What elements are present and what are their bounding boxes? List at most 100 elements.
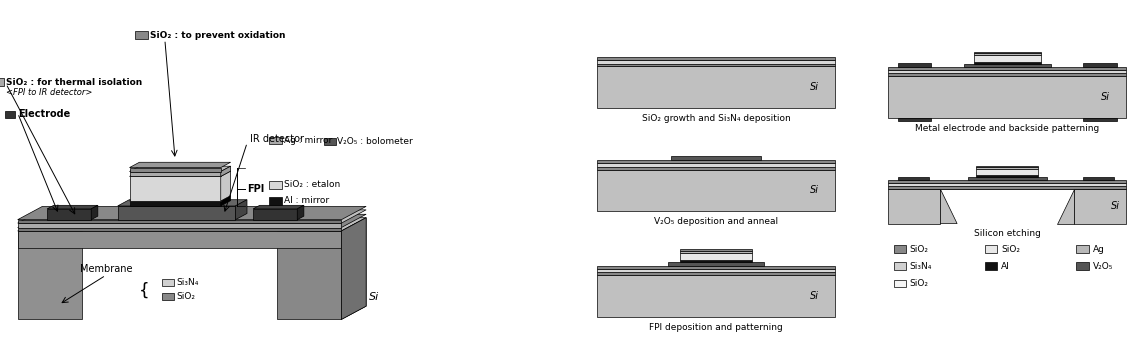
- Polygon shape: [888, 67, 1126, 70]
- Polygon shape: [253, 205, 304, 209]
- Polygon shape: [129, 162, 231, 168]
- Polygon shape: [342, 218, 366, 320]
- Text: Metal electrode and backside patterning: Metal electrode and backside patterning: [916, 124, 1100, 133]
- Polygon shape: [680, 253, 752, 260]
- Polygon shape: [671, 156, 761, 160]
- Polygon shape: [888, 183, 1126, 186]
- Text: SiO₂ : etalon: SiO₂ : etalon: [283, 180, 339, 189]
- Polygon shape: [129, 168, 221, 172]
- Polygon shape: [680, 249, 752, 251]
- Bar: [985, 262, 997, 270]
- Polygon shape: [964, 64, 1050, 67]
- Polygon shape: [888, 70, 1126, 74]
- Polygon shape: [17, 231, 82, 320]
- Polygon shape: [941, 189, 957, 224]
- Polygon shape: [342, 218, 366, 320]
- Polygon shape: [47, 205, 98, 209]
- Polygon shape: [17, 220, 342, 223]
- Bar: [323, 138, 336, 145]
- Text: FPI: FPI: [247, 184, 264, 194]
- Polygon shape: [597, 272, 836, 275]
- Text: SiO₂: SiO₂: [910, 245, 928, 254]
- Polygon shape: [897, 63, 930, 67]
- Bar: [269, 137, 282, 144]
- Polygon shape: [974, 55, 1040, 62]
- Polygon shape: [668, 262, 765, 266]
- Polygon shape: [91, 205, 98, 220]
- Text: V₂O₅: V₂O₅: [1093, 262, 1113, 271]
- Text: Membrane: Membrane: [80, 264, 133, 274]
- Bar: [894, 262, 905, 270]
- Polygon shape: [888, 186, 1126, 189]
- Polygon shape: [129, 176, 221, 201]
- Polygon shape: [974, 62, 1040, 64]
- Text: Al : mirror: Al : mirror: [283, 196, 329, 205]
- Polygon shape: [17, 206, 366, 220]
- Bar: [162, 293, 174, 300]
- Polygon shape: [597, 170, 836, 211]
- Text: SiO₂ : for thermal isolation: SiO₂ : for thermal isolation: [6, 77, 142, 87]
- Bar: [0, 78, 5, 86]
- Polygon shape: [17, 210, 366, 223]
- Polygon shape: [221, 166, 231, 176]
- Polygon shape: [1057, 189, 1074, 224]
- Polygon shape: [17, 231, 342, 248]
- Text: Si: Si: [809, 291, 818, 301]
- Bar: [894, 280, 905, 288]
- Polygon shape: [118, 200, 247, 206]
- Text: Si: Si: [369, 292, 379, 302]
- Bar: [985, 245, 997, 253]
- Polygon shape: [221, 196, 231, 206]
- Polygon shape: [17, 218, 366, 231]
- Text: SiO₂: SiO₂: [176, 292, 195, 301]
- Polygon shape: [1084, 63, 1117, 67]
- Polygon shape: [129, 172, 221, 176]
- Polygon shape: [597, 57, 836, 60]
- Polygon shape: [680, 251, 752, 253]
- Polygon shape: [974, 53, 1040, 55]
- Text: SiO₂: SiO₂: [910, 279, 928, 288]
- Polygon shape: [597, 163, 836, 167]
- Text: Electrode: Electrode: [17, 109, 70, 119]
- Text: Si: Si: [1101, 92, 1110, 102]
- Polygon shape: [129, 166, 231, 172]
- Text: Silicon etching: Silicon etching: [974, 229, 1040, 238]
- Polygon shape: [597, 269, 836, 272]
- Polygon shape: [680, 260, 752, 262]
- Polygon shape: [17, 227, 342, 231]
- Polygon shape: [888, 189, 941, 224]
- Polygon shape: [297, 205, 304, 220]
- Bar: [1077, 245, 1088, 253]
- Polygon shape: [597, 266, 836, 269]
- Polygon shape: [597, 64, 836, 66]
- Text: FPI deposition and patterning: FPI deposition and patterning: [649, 323, 783, 332]
- Polygon shape: [277, 231, 342, 320]
- Polygon shape: [17, 214, 366, 227]
- Polygon shape: [897, 118, 930, 121]
- Text: $\{$: $\{$: [138, 280, 149, 300]
- Polygon shape: [597, 160, 836, 163]
- Polygon shape: [976, 169, 1038, 175]
- Polygon shape: [967, 177, 1047, 180]
- Polygon shape: [888, 76, 1126, 118]
- Polygon shape: [118, 206, 235, 220]
- Text: IR detector: IR detector: [250, 133, 304, 143]
- Text: V₂O₅ : bolometer: V₂O₅ : bolometer: [337, 137, 413, 146]
- Polygon shape: [221, 171, 231, 201]
- Polygon shape: [597, 66, 836, 108]
- Polygon shape: [47, 209, 91, 220]
- Polygon shape: [976, 175, 1038, 177]
- Polygon shape: [888, 180, 1126, 183]
- Polygon shape: [235, 200, 247, 220]
- Bar: [269, 197, 282, 205]
- Text: Si₃N₄: Si₃N₄: [176, 278, 199, 287]
- Bar: [135, 31, 149, 39]
- Polygon shape: [129, 171, 231, 176]
- Polygon shape: [597, 60, 836, 64]
- Polygon shape: [253, 209, 297, 220]
- Polygon shape: [597, 275, 836, 317]
- Polygon shape: [1084, 118, 1117, 121]
- Text: Si: Si: [809, 185, 818, 195]
- Polygon shape: [888, 74, 1126, 76]
- Polygon shape: [897, 177, 928, 180]
